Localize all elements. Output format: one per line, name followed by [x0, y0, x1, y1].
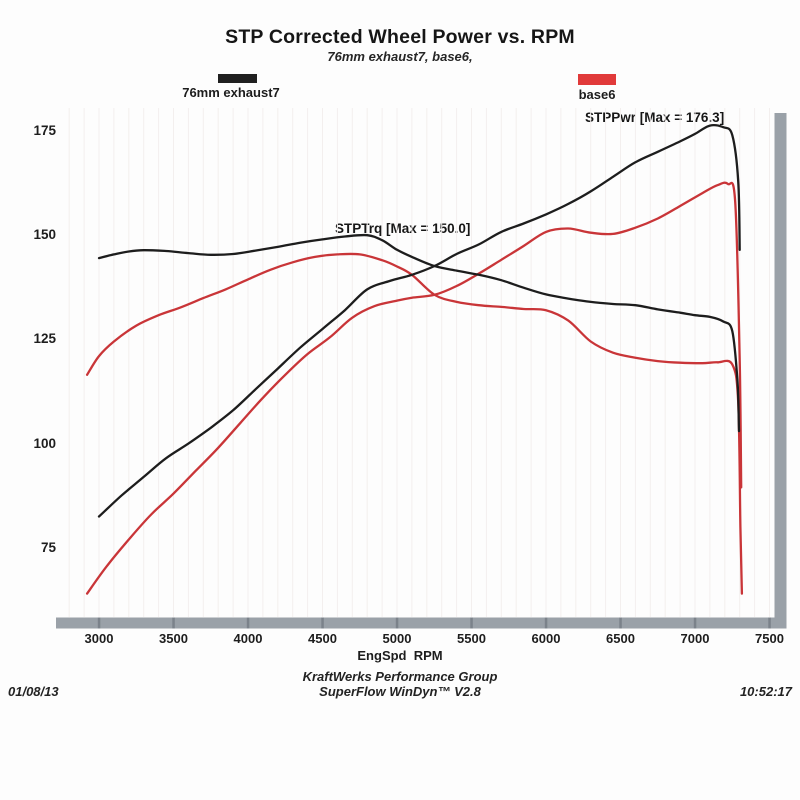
x-axis-tick-label: 5000	[382, 631, 412, 646]
axis-tick-notch	[693, 617, 697, 629]
legend-swatch-base6	[578, 74, 616, 85]
axis-tick-notch	[172, 617, 175, 629]
x-axis-tick-label: 7000	[680, 631, 710, 646]
x-axis-tick-label: 5500	[457, 631, 486, 646]
legend-label-base6: base6	[578, 87, 616, 102]
axis-tick-notch	[768, 617, 771, 629]
legend-label-exhaust7: 76mm exhaust7	[182, 85, 280, 100]
chart-subtitle: 76mm exhaust7, base6,	[327, 49, 473, 64]
x-axis-tick-label: 6000	[531, 631, 561, 646]
footer-company-line: KraftWerks Performance Group	[302, 669, 498, 684]
y-axis-tick-label: 75	[40, 539, 56, 555]
print-date: 01/08/13	[8, 684, 59, 699]
axis-tick-notch	[97, 617, 101, 629]
axis-tick-notch	[544, 617, 548, 629]
x-axis-tick-label: 4000	[233, 631, 263, 646]
stppwr-max-annotation: STPPwr [Max = 176.3]	[585, 110, 725, 125]
x-axis-tick-label: 3000	[84, 631, 114, 646]
legend-swatch-exhaust7	[218, 74, 257, 83]
print-time: 10:52:17	[739, 684, 792, 699]
y-axis-tick-label: 100	[33, 435, 56, 451]
y-axis-tick-label: 125	[33, 331, 56, 347]
torque-curve-76mm-exhaust7	[97, 233, 741, 433]
y-axis-tick-label: 175	[33, 123, 56, 138]
footer-software-line: SuperFlow WinDyn™ V2.8	[319, 684, 481, 699]
x-axis-tick-label: 6500	[606, 631, 635, 646]
x-axis-bar	[56, 617, 786, 629]
axis-tick-notch	[321, 617, 324, 629]
power-curve-base6	[85, 181, 743, 595]
axis-tick-notch	[395, 617, 399, 629]
torque-curve-base6	[85, 252, 744, 595]
x-axis-tick-label: 7500	[755, 631, 784, 646]
axis-tick-notch	[619, 617, 622, 629]
x-axis-title: EngSpd RPM	[357, 648, 443, 663]
x-axis-tick-label: 4500	[308, 631, 337, 646]
power-curve-76mm-exhaust7	[97, 124, 741, 518]
stptrq-max-annotation: STPTrq [Max = 150.0]	[335, 221, 471, 236]
axis-tick-notch	[470, 617, 473, 629]
y-axis-tick-label: 150	[33, 227, 56, 243]
y-axis-bar	[774, 113, 787, 629]
x-axis-tick-label: 3500	[159, 631, 188, 646]
page-title: STP Corrected Wheel Power vs. RPM	[225, 26, 575, 48]
axis-tick-notch	[246, 617, 250, 629]
